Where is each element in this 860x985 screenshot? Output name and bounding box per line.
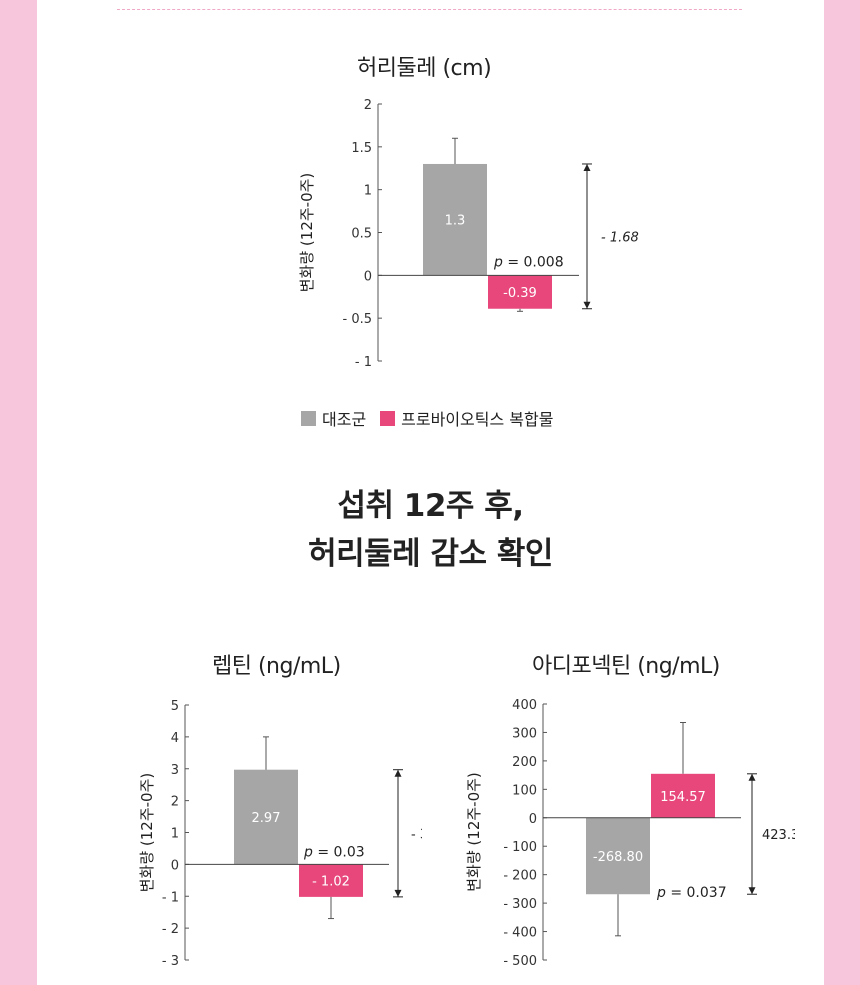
y-tick-label: - 500 bbox=[503, 954, 537, 969]
y-tick-label: - 100 bbox=[503, 840, 537, 855]
y-tick-label: - 1 bbox=[355, 355, 372, 370]
legend: 대조군 프로바이오틱스 복합물 bbox=[301, 406, 567, 430]
headline-line-2: 허리둘레 감소 확인 bbox=[308, 536, 553, 572]
dashed-divider bbox=[117, 9, 742, 10]
y-tick-label: - 400 bbox=[503, 926, 537, 941]
y-tick-label: - 1 bbox=[162, 890, 179, 905]
bar-value-label-probiotic: 154.57 bbox=[660, 790, 706, 805]
y-tick-label: 300 bbox=[512, 726, 537, 741]
legend-swatch-probiotic bbox=[380, 410, 396, 426]
chart-waist: 변화량 (12주-0주) 2 1.5 1 0.5 0 - 0.5 - 1 1.3 -0.39 p =… bbox=[298, 98, 639, 370]
legend-swatch-control bbox=[301, 410, 316, 426]
bar-value-label-control: 1.3 bbox=[445, 214, 466, 229]
legend-item-probiotic: 프로바이오틱스 복합물 bbox=[380, 406, 553, 430]
y-tick-label: 4 bbox=[171, 731, 179, 746]
y-tick-label: 1 bbox=[171, 827, 179, 842]
y-tick-label: 400 bbox=[512, 698, 537, 713]
y-tick-label: 1.5 bbox=[351, 141, 372, 156]
bar-control bbox=[234, 769, 298, 865]
y-tick-label: 2 bbox=[364, 98, 372, 113]
bar-value-label-probiotic: - 1.02 bbox=[312, 875, 350, 890]
y-tick-label: - 200 bbox=[503, 869, 537, 884]
y-axis-label: 변화량 (12주-0주) bbox=[465, 772, 483, 892]
chart-title-leptin: 렙틴 (ng/mL) bbox=[212, 654, 341, 679]
p-value-label: p = 0.037 bbox=[656, 885, 727, 901]
bar-value-label-control: -268.80 bbox=[593, 850, 643, 865]
p-value-label: p = 0.03 bbox=[303, 844, 365, 860]
y-tick-label: 3 bbox=[171, 763, 179, 778]
chart-leptin: 변화량 (12주-0주) 5 4 3 2 1 0 - 1 - 2 - 3 2.97 - 1.02 p =… bbox=[138, 699, 422, 969]
y-tick-label: - 3 bbox=[162, 954, 179, 969]
difference-arrow-up bbox=[394, 769, 402, 777]
legend-label-probiotic: 프로바이오틱스 복합물 bbox=[401, 410, 554, 429]
difference-label: 423.37 bbox=[762, 828, 795, 843]
y-tick-label: - 2 bbox=[162, 922, 179, 937]
bar-probiotic bbox=[488, 275, 552, 309]
y-tick-label: 5 bbox=[171, 699, 179, 714]
chart-adiponectin: 변화량 (12주-0주) 400 300 200 100 0 - 100 - 200 - 300… bbox=[465, 698, 795, 969]
y-tick-label: 1 bbox=[364, 184, 372, 199]
bar-probiotic bbox=[299, 864, 363, 897]
difference-arrow-down bbox=[748, 887, 756, 895]
y-tick-label: - 300 bbox=[503, 897, 537, 912]
y-axis-label: 변화량 (12주-0주) bbox=[298, 173, 316, 293]
difference-arrow-down bbox=[394, 889, 402, 897]
chart-title-waist: 허리둘레 (cm) bbox=[357, 56, 492, 81]
difference-arrow-up bbox=[583, 163, 591, 171]
chart-title-adiponectin: 아디포넥틴 (ng/mL) bbox=[532, 654, 720, 679]
y-tick-label: 200 bbox=[512, 755, 537, 770]
content-panel: 허리둘레 (cm) 변화량 (12주-0주) 2 1.5 1 0.5 0 - 0.5 - 1 1… bbox=[37, 0, 824, 985]
bar-control bbox=[423, 163, 487, 276]
difference-label: - 1.68 bbox=[601, 230, 639, 245]
y-tick-label: 100 bbox=[512, 783, 537, 798]
y-tick-label: - 0.5 bbox=[343, 312, 373, 327]
y-tick-label: 0 bbox=[364, 269, 372, 284]
difference-label: - 3.99 bbox=[411, 827, 422, 842]
headline-line-1: 섭취 12주 후, bbox=[337, 488, 524, 524]
y-tick-label: 0 bbox=[171, 858, 179, 873]
bar-control bbox=[586, 817, 650, 895]
bar-value-label-control: 2.97 bbox=[252, 811, 281, 826]
bar-probiotic bbox=[651, 773, 715, 818]
legend-item-control: 대조군 bbox=[301, 406, 366, 430]
difference-arrow-up bbox=[748, 773, 756, 781]
bar-value-label-probiotic: -0.39 bbox=[503, 286, 537, 301]
y-tick-label: 0 bbox=[529, 812, 537, 827]
y-tick-label: 2 bbox=[171, 795, 179, 810]
p-value-label: p = 0.008 bbox=[493, 254, 564, 270]
y-tick-label: 0.5 bbox=[351, 227, 372, 242]
y-axis-label: 변화량 (12주-0주) bbox=[138, 773, 156, 893]
legend-label-control: 대조군 bbox=[322, 410, 367, 429]
difference-arrow-down bbox=[583, 301, 591, 309]
